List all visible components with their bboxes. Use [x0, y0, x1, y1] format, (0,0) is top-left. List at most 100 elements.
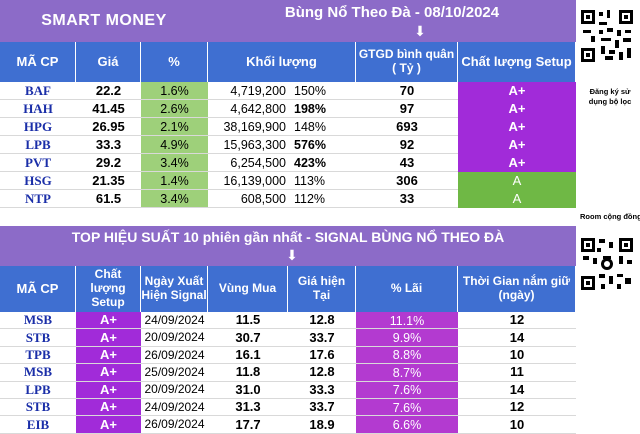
- holding-days: 12: [509, 312, 525, 328]
- row-divider: [0, 99, 458, 100]
- stock-symbol[interactable]: MSB: [23, 364, 53, 380]
- bottom-title-banner: [0, 226, 576, 266]
- col-header-current-price: Giá hiện Tại: [288, 266, 356, 312]
- stock-symbol[interactable]: TPB: [25, 347, 51, 363]
- current-price-value: 12.8: [309, 312, 335, 328]
- col-header-setup: Chất lượng Setup: [76, 266, 141, 312]
- stock-symbol[interactable]: EIB: [26, 416, 50, 432]
- current-price-value: 12.8: [309, 364, 335, 380]
- current-price-value: 18.9: [309, 416, 335, 432]
- volume-value: 15,963,300: [223, 137, 286, 152]
- gtgd-value: 306: [396, 172, 418, 188]
- stock-symbol[interactable]: PVT: [25, 154, 51, 170]
- setup-quality-badge: A+: [76, 416, 141, 434]
- setup-quality-badge: A: [458, 172, 576, 190]
- gtgd-value: 92: [399, 136, 415, 152]
- holding-days: 10: [509, 347, 525, 363]
- setup-quality-badge: A+: [76, 364, 141, 382]
- volume-ratio: 198%: [294, 101, 326, 116]
- current-price-value: 33.7: [309, 399, 335, 415]
- buy-zone-value: 17.7: [235, 416, 261, 432]
- gain-percent: 7.6%: [356, 381, 458, 399]
- volume-ratio: 150%: [294, 83, 326, 98]
- buy-zone-value: 11.5: [235, 312, 261, 328]
- stock-symbol[interactable]: LPB: [25, 136, 51, 152]
- stock-symbol[interactable]: BAF: [25, 82, 51, 98]
- percent-change: 1.6%: [141, 82, 208, 100]
- signal-date: 24/09/2024: [144, 312, 205, 327]
- buy-zone-value: 31.3: [235, 399, 261, 415]
- setup-quality-badge: A+: [76, 381, 141, 399]
- buy-zone-value: 30.7: [235, 329, 261, 345]
- row-divider: [0, 135, 458, 136]
- row-divider: [0, 189, 458, 190]
- stock-symbol[interactable]: HPG: [23, 118, 53, 134]
- buy-zone-value: 16.1: [235, 347, 261, 363]
- gtgd-value: 33: [399, 190, 415, 206]
- qr-code-icon: [579, 8, 635, 64]
- setup-quality-badge: A+: [458, 82, 576, 100]
- signal-date: 26/09/2024: [144, 347, 205, 362]
- holding-days: 14: [509, 329, 525, 345]
- stock-symbol[interactable]: HAH: [23, 100, 53, 116]
- volume-ratio: 423%: [294, 155, 326, 170]
- current-price-value: 17.6: [309, 347, 335, 363]
- stock-symbol[interactable]: HSG: [24, 172, 52, 188]
- signal-date: 20/09/2024: [144, 382, 205, 397]
- stock-symbol[interactable]: MSB: [23, 312, 53, 328]
- room-note[interactable]: Room cộng đồng: [580, 211, 640, 221]
- holding-days: 12: [509, 399, 525, 415]
- percent-change: 3.4%: [141, 190, 208, 208]
- buy-zone-value: 11.8: [235, 364, 261, 380]
- stock-symbol[interactable]: STB: [25, 329, 51, 345]
- volume-ratio: 113%: [294, 173, 326, 188]
- row-divider: [0, 381, 576, 382]
- row-divider: [0, 415, 576, 416]
- price-value: 33.3: [95, 136, 122, 152]
- arrow-down-icon: ⬇: [414, 22, 426, 39]
- col-header-percent: %: [141, 42, 208, 82]
- setup-quality-badge: A+: [458, 136, 576, 154]
- gain-percent: 11.1%: [356, 312, 458, 330]
- row-divider: [0, 117, 458, 118]
- setup-quality-badge: A+: [458, 154, 576, 172]
- gain-percent: 8.7%: [356, 364, 458, 382]
- volume-value: 16,139,000: [223, 173, 286, 188]
- current-price-value: 33.3: [309, 381, 335, 397]
- volume-value: 6,254,500: [230, 155, 286, 170]
- register-note[interactable]: Đăng ký sử dụng bộ lọc: [588, 87, 632, 106]
- current-price-value: 33.7: [309, 329, 335, 345]
- col-header-holding-days: Thời Gian nắm giữ (ngày): [458, 266, 576, 312]
- col-header-buy-zone: Vùng Mua: [208, 266, 288, 312]
- percent-change: 4.9%: [141, 136, 208, 154]
- gain-percent: 8.8%: [356, 346, 458, 365]
- stock-symbol[interactable]: NTP: [25, 190, 51, 206]
- setup-quality-badge: A+: [76, 399, 141, 417]
- brand-banner: [0, 0, 208, 42]
- buy-zone-value: 31.0: [235, 381, 261, 397]
- signal-date: 25/09/2024: [144, 364, 205, 379]
- qr-code-icon: [579, 236, 635, 292]
- signal-date: 26/09/2024: [144, 417, 205, 432]
- col-header-volume: Khối lượng: [208, 42, 356, 82]
- col-header-symbol: MÃ CP: [0, 42, 76, 82]
- setup-quality-badge: A+: [76, 346, 141, 365]
- price-value: 41.45: [92, 100, 125, 116]
- stock-symbol[interactable]: STB: [25, 399, 51, 415]
- gtgd-value: 97: [399, 100, 415, 116]
- holding-days: 10: [509, 416, 525, 432]
- row-divider: [0, 363, 576, 364]
- stock-symbol[interactable]: LPB: [25, 381, 51, 397]
- row-divider: [0, 153, 458, 154]
- volume-value: 4,642,800: [230, 101, 286, 116]
- volume-value: 608,500: [240, 191, 286, 206]
- gain-percent: 7.6%: [356, 399, 458, 417]
- setup-quality-badge: A+: [76, 312, 141, 330]
- percent-change: 1.4%: [141, 172, 208, 190]
- setup-quality-badge: A+: [458, 118, 576, 136]
- gain-percent: 6.6%: [356, 416, 458, 434]
- price-value: 26.95: [92, 118, 125, 134]
- signal-date: 20/09/2024: [144, 330, 205, 345]
- page-title: Bùng Nổ Theo Đà - 08/10/2024: [284, 4, 500, 22]
- col-header-price: Giá: [76, 42, 141, 82]
